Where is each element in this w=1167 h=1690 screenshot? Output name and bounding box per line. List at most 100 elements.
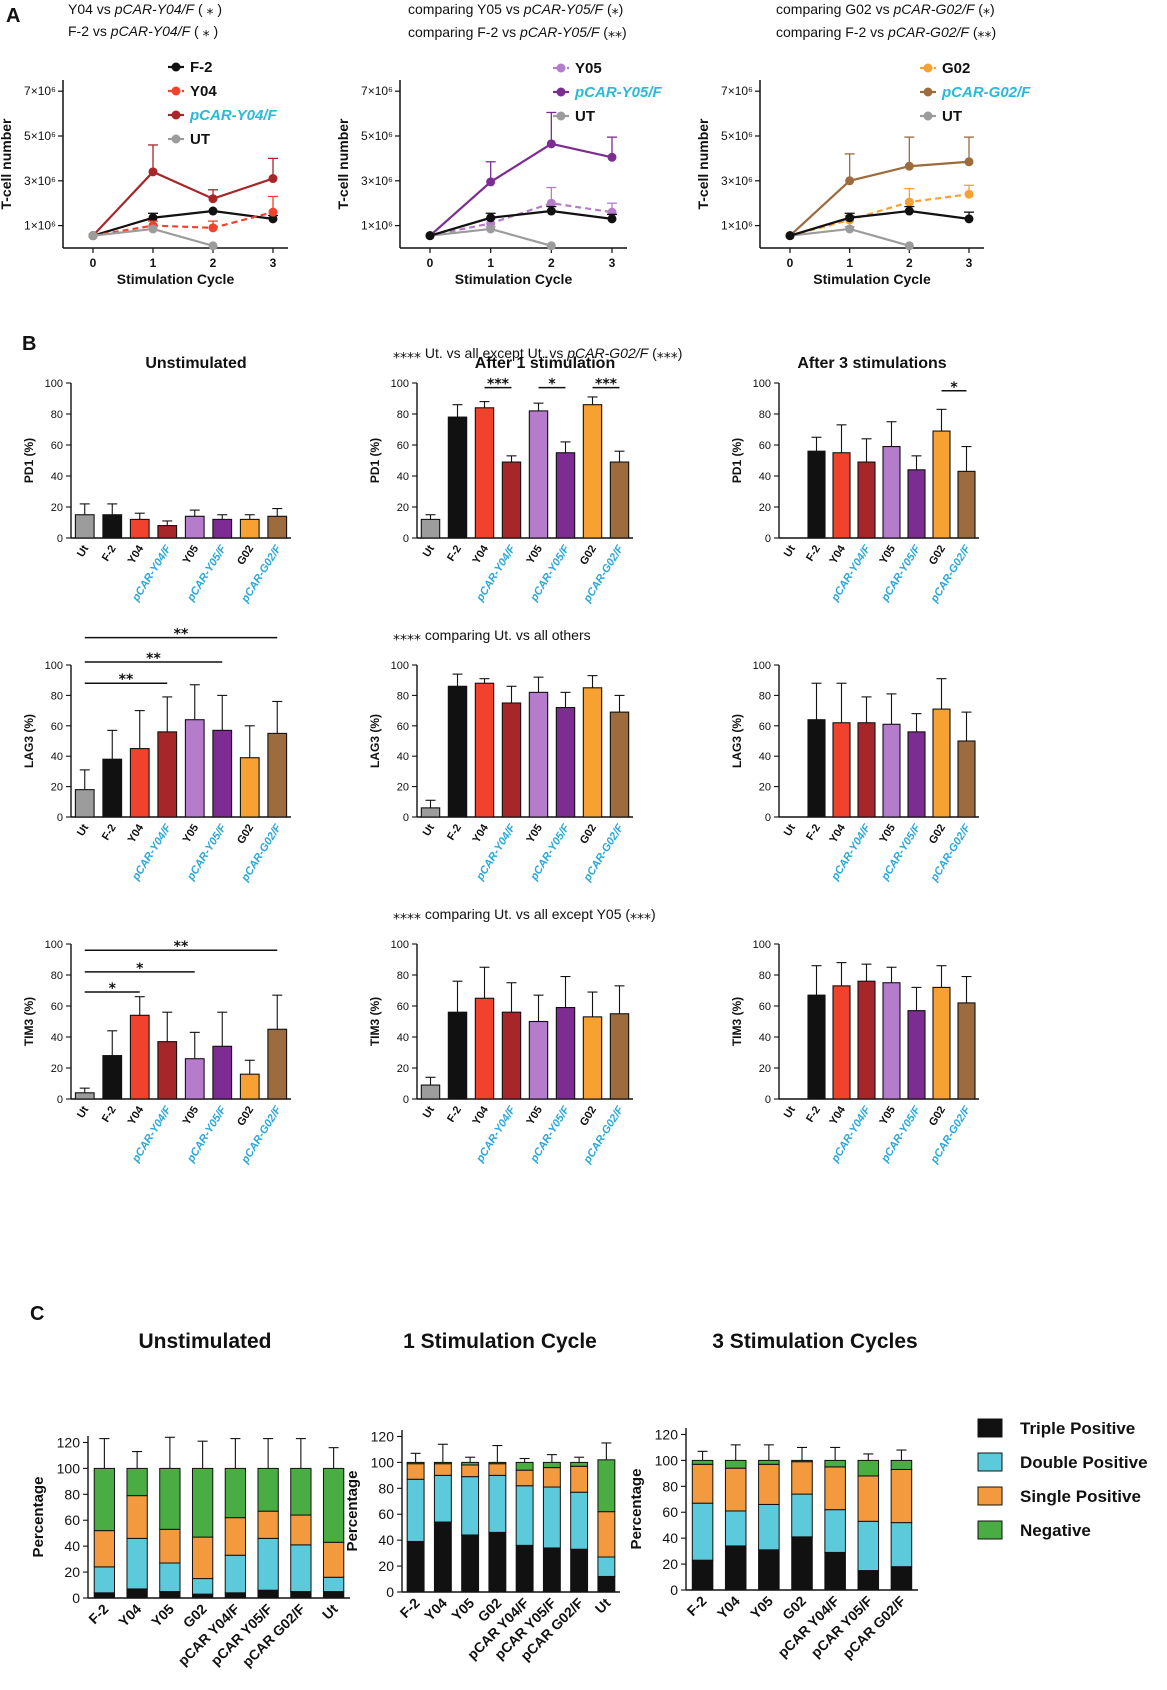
bar-Ut bbox=[420, 807, 441, 818]
category-label: Y04 bbox=[126, 542, 147, 566]
bar-F-2 bbox=[807, 994, 826, 1100]
y-tick-label: 80 bbox=[51, 970, 63, 982]
y-axis-label: TIM3 (%) bbox=[368, 997, 382, 1046]
comparison-text-part: ( ⁎ ) bbox=[190, 23, 218, 39]
comparison-text-part: comparing F-2 vs bbox=[776, 24, 888, 40]
y-axis-label: Percentage bbox=[30, 1477, 47, 1558]
stack-segment-Double Positive bbox=[126, 1537, 148, 1590]
stack-segment-Single Positive bbox=[322, 1541, 345, 1578]
stack-segment-Double Positive bbox=[570, 1491, 589, 1550]
y-tick-label: 20 bbox=[64, 1564, 80, 1580]
stack-segment-Negative bbox=[322, 1467, 345, 1543]
y-tick-label: 0 bbox=[57, 812, 63, 824]
bar-pCAR-Y05/F bbox=[907, 1010, 926, 1100]
significance-header-part: pCAR-G02/F bbox=[566, 345, 649, 361]
legend-label: UT bbox=[575, 108, 595, 125]
stack-segment-Triple Positive bbox=[290, 1591, 312, 1599]
category-label: Y05 bbox=[524, 543, 545, 566]
data-point bbox=[845, 213, 855, 223]
legend-marker bbox=[556, 87, 566, 97]
legend-label: UT bbox=[190, 131, 210, 148]
bar-Y04 bbox=[129, 748, 150, 818]
comparison-text-part: comparing Y05 vs bbox=[408, 1, 524, 17]
data-point bbox=[425, 231, 435, 241]
bar-pCAR-Y04/F bbox=[857, 980, 876, 1100]
stack-segment-Double Positive bbox=[488, 1474, 507, 1533]
legend-marker bbox=[556, 63, 566, 73]
bar-Ut bbox=[74, 1092, 95, 1100]
category-label: F-2 bbox=[100, 822, 119, 842]
comparison-text: F-2 vs pCAR-Y04/F ( ⁎ ) bbox=[68, 23, 218, 39]
y-tick-label: 40 bbox=[51, 751, 63, 763]
comparison-text-part: (⁎) bbox=[603, 1, 623, 17]
stack-segment-Negative bbox=[890, 1459, 913, 1470]
panel-letter-a: A bbox=[6, 5, 20, 27]
stack-segment-Triple Positive bbox=[542, 1547, 561, 1593]
stack-segment-Single Positive bbox=[461, 1464, 480, 1478]
comparison-text-part: pCAR-Y05/F bbox=[519, 24, 601, 40]
y-tick-label: 0 bbox=[765, 1094, 771, 1106]
stack-panel-title: 3 Stimulation Cycles bbox=[712, 1330, 917, 1353]
data-point bbox=[904, 197, 914, 207]
comparison-text-part: pCAR-Y04/F bbox=[110, 23, 192, 39]
category-label: G02 bbox=[927, 822, 948, 846]
y-tick-label: 0 bbox=[765, 533, 771, 545]
legend-label: pCAR-Y04/F bbox=[189, 107, 278, 124]
category-label: G02 bbox=[235, 822, 256, 846]
category-label: Ut bbox=[782, 822, 799, 838]
legend-label: Negative bbox=[1020, 1521, 1091, 1540]
y-tick-label: 60 bbox=[759, 440, 771, 452]
stack-segment-Triple Positive bbox=[824, 1551, 846, 1591]
bar-pCAR-G02/F bbox=[267, 1028, 288, 1100]
data-point bbox=[546, 198, 556, 208]
y-tick-label: 80 bbox=[397, 690, 409, 702]
comparison-text-part: F-2 vs bbox=[68, 23, 111, 39]
stack-segment-Negative bbox=[758, 1459, 780, 1465]
category-label: Ut bbox=[782, 543, 799, 559]
bar-G02 bbox=[239, 757, 260, 818]
bar-G02 bbox=[932, 708, 951, 818]
data-point bbox=[486, 224, 496, 234]
bar-pCAR-Y05/F bbox=[555, 452, 576, 539]
y-tick-label: 40 bbox=[662, 1530, 678, 1546]
category-label: G02 bbox=[927, 1104, 948, 1128]
y-tick-label: 3×10⁶ bbox=[721, 174, 753, 188]
bar-G02 bbox=[239, 518, 260, 539]
category-label: F-2 bbox=[445, 543, 464, 563]
category-label: Y05 bbox=[181, 543, 202, 566]
data-point bbox=[88, 231, 98, 241]
category-label: Y04 bbox=[115, 1601, 144, 1630]
stack-segment-Single Positive bbox=[824, 1466, 846, 1511]
stack-segment-Negative bbox=[461, 1461, 480, 1466]
y-tick-label: 20 bbox=[397, 782, 409, 794]
y-tick-label: 120 bbox=[655, 1426, 679, 1442]
data-point bbox=[845, 176, 855, 186]
stack-segment-Single Positive bbox=[691, 1463, 714, 1504]
stack-segment-Negative bbox=[257, 1467, 279, 1512]
significance-stars: ⁎⁎ bbox=[146, 646, 161, 662]
category-label: Y04 bbox=[470, 542, 491, 566]
y-tick-label: 40 bbox=[64, 1538, 80, 1554]
y-tick-label: 80 bbox=[759, 690, 771, 702]
stack-segment-Single Positive bbox=[488, 1463, 507, 1476]
column-title: Unstimulated bbox=[145, 355, 246, 372]
y-tick-label: 7×10⁶ bbox=[361, 84, 393, 98]
category-label: Y05 bbox=[181, 822, 202, 845]
category-label: Y04 bbox=[827, 821, 848, 845]
stack-segment-Single Positive bbox=[159, 1528, 181, 1564]
y-tick-label: 40 bbox=[51, 1032, 63, 1044]
stack-segment-Negative bbox=[570, 1461, 589, 1467]
data-point bbox=[208, 223, 218, 233]
category-label: Y04 bbox=[126, 821, 147, 845]
comparison-text: comparing Y05 vs pCAR-Y05/F (⁎) bbox=[408, 1, 623, 17]
significance-stars: ⁎ bbox=[548, 372, 556, 388]
bar-Y05 bbox=[882, 445, 901, 539]
y-axis-label: LAG3 (%) bbox=[730, 714, 744, 768]
stack-segment-Double Positive bbox=[159, 1562, 181, 1593]
category-label: Y04 bbox=[126, 1103, 147, 1127]
category-label: Ut bbox=[75, 1104, 92, 1120]
legend-marker bbox=[171, 86, 181, 96]
bar-Ut bbox=[420, 518, 441, 539]
x-tick-label: 3 bbox=[966, 256, 973, 270]
y-tick-label: 20 bbox=[759, 782, 771, 794]
